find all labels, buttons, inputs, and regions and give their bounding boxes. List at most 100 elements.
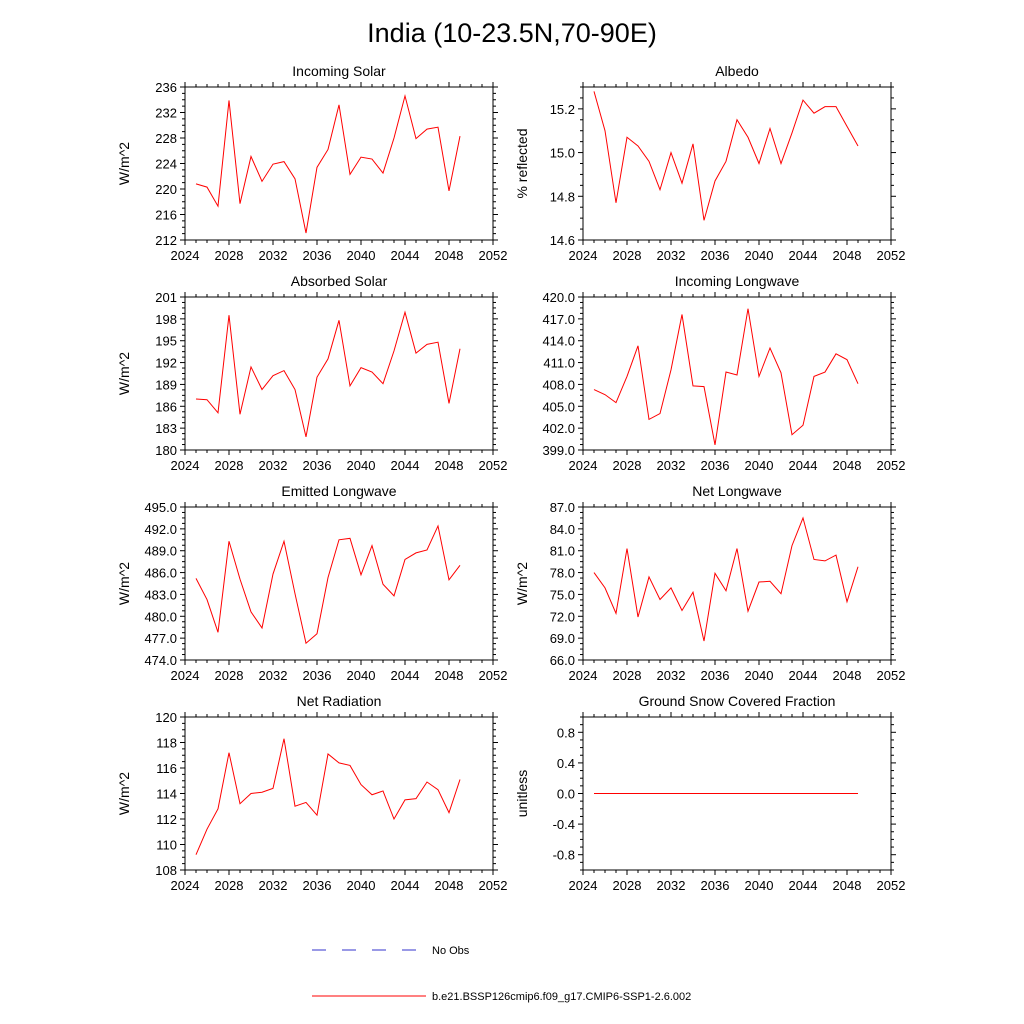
legend: No Obs b.e21.BSSP126cmip6.f09_g17.CMIP6-…	[312, 945, 691, 1003]
x-tick-label: 2032	[657, 248, 686, 263]
y-tick-label: 220	[155, 182, 177, 197]
panel-title: Absorbed Solar	[291, 273, 388, 289]
x-tick-label: 2028	[613, 248, 642, 263]
y-tick-label: 495.0	[144, 500, 177, 515]
x-tick-label: 2052	[877, 248, 906, 263]
y-tick-label: 14.8	[550, 189, 575, 204]
x-tick-label: 2040	[745, 878, 774, 893]
x-tick-label: 2040	[347, 248, 376, 263]
x-tick-label: 2040	[745, 668, 774, 683]
y-tick-label: 224	[155, 157, 177, 172]
panel-3: Incoming Longwave 2024 2028 2032 2036 2040 204…	[542, 273, 905, 473]
y-tick-label: 180	[155, 443, 177, 458]
x-tick-label: 2048	[833, 878, 862, 893]
y-tick-label: 195	[155, 334, 177, 349]
y-tick-label: 232	[155, 106, 177, 121]
y-tick-label: 414.0	[542, 334, 575, 349]
x-tick-label: 2032	[657, 458, 686, 473]
x-tick-label: 2028	[215, 248, 244, 263]
y-tick-label: 411.0	[543, 356, 575, 371]
x-tick-label: 2040	[347, 458, 376, 473]
panels-group: Incoming Solar W/m^2 2024 2028 2032 2036 2040 2…	[116, 63, 905, 893]
panel-6: Net Radiation W/m^2 2024 2028 2032 2036 2040 20…	[116, 693, 507, 893]
y-axis-label: unitless	[514, 770, 530, 817]
x-tick-label: 2048	[833, 248, 862, 263]
x-tick-label: 2044	[391, 668, 420, 683]
panel-7: Ground Snow Covered Fraction unitless 2024…	[514, 693, 905, 893]
x-tick-label: 2024	[171, 878, 200, 893]
series-line	[195, 738, 461, 855]
x-tick-label: 2024	[569, 668, 598, 683]
x-tick-label: 2036	[701, 668, 730, 683]
panel-title: Net Longwave	[692, 483, 782, 499]
y-tick-label: 480.0	[144, 609, 177, 624]
panel-title: Albedo	[715, 63, 759, 79]
y-tick-label: 120	[155, 710, 177, 725]
y-tick-label: 192	[155, 356, 177, 371]
panel-2: Absorbed Solar W/m^2 2024 2028 2032 2036 2040 2…	[116, 273, 507, 473]
y-tick-label: 477.0	[144, 631, 177, 646]
y-tick-label: 84.0	[550, 522, 575, 537]
y-axis-label: W/m^2	[116, 772, 132, 815]
x-tick-label: 2036	[303, 458, 332, 473]
y-tick-label: 189	[155, 377, 177, 392]
y-tick-label: 69.0	[550, 631, 575, 646]
x-tick-label: 2052	[479, 458, 508, 473]
y-tick-label: 474.0	[144, 653, 177, 668]
x-tick-label: 2032	[259, 878, 288, 893]
x-tick-label: 2028	[613, 458, 642, 473]
y-tick-label: 492.0	[144, 522, 177, 537]
y-tick-label: 0.8	[557, 725, 575, 740]
y-tick-label: 114	[156, 787, 177, 802]
x-tick-label: 2024	[569, 458, 598, 473]
y-tick-label: -0.4	[553, 817, 575, 832]
x-tick-label: 2032	[657, 878, 686, 893]
plot-frame	[582, 86, 892, 241]
x-tick-label: 2052	[877, 668, 906, 683]
x-tick-label: 2048	[435, 458, 464, 473]
x-tick-label: 2036	[701, 458, 730, 473]
y-tick-label: 486.0	[144, 566, 177, 581]
y-axis-label: W/m^2	[116, 352, 132, 395]
y-tick-label: 186	[155, 399, 177, 414]
x-tick-label: 2048	[435, 668, 464, 683]
y-tick-label: 108	[155, 863, 177, 878]
panel-title: Ground Snow Covered Fraction	[639, 693, 836, 709]
y-tick-label: 417.0	[542, 312, 575, 327]
x-tick-label: 2028	[613, 668, 642, 683]
panel-title: Incoming Solar	[292, 63, 386, 79]
x-tick-label: 2024	[171, 668, 200, 683]
y-tick-label: 236	[155, 80, 177, 95]
x-tick-label: 2036	[303, 248, 332, 263]
y-tick-label: 183	[155, 421, 177, 436]
plot-frame	[184, 506, 494, 661]
y-tick-label: 81.0	[550, 544, 575, 559]
y-tick-label: 78.0	[550, 566, 575, 581]
y-tick-label: 408.0	[542, 377, 575, 392]
x-tick-label: 2036	[303, 668, 332, 683]
x-tick-label: 2044	[391, 458, 420, 473]
x-tick-label: 2036	[303, 878, 332, 893]
series-line	[593, 91, 859, 221]
x-tick-label: 2024	[171, 248, 200, 263]
x-tick-label: 2040	[347, 668, 376, 683]
series-line	[593, 516, 859, 642]
x-tick-label: 2044	[789, 878, 818, 893]
series-line	[195, 524, 461, 645]
x-tick-label: 2048	[833, 458, 862, 473]
y-tick-label: 483.0	[144, 587, 177, 602]
y-tick-label: 14.6	[550, 233, 575, 248]
series-line	[593, 308, 859, 445]
series-line	[195, 310, 461, 438]
x-tick-label: 2036	[701, 878, 730, 893]
plot-frame	[582, 506, 892, 661]
y-tick-label: 15.2	[550, 102, 575, 117]
panel-4: Emitted Longwave W/m^2 2024 2028 2032 2036 204…	[116, 483, 507, 683]
y-tick-label: 201	[155, 290, 177, 305]
x-tick-label: 2032	[259, 458, 288, 473]
y-tick-label: 198	[155, 312, 177, 327]
y-axis-label: W/m^2	[514, 562, 530, 605]
x-tick-label: 2040	[745, 458, 774, 473]
x-tick-label: 2044	[391, 248, 420, 263]
x-tick-label: 2024	[171, 458, 200, 473]
